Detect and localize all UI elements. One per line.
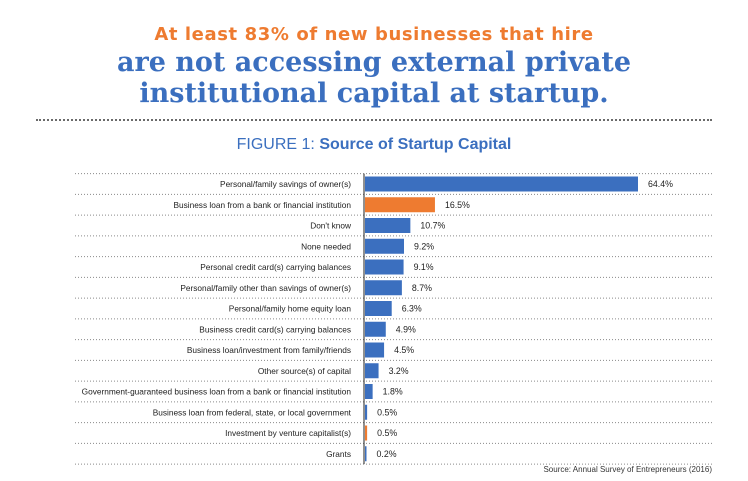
bar [365, 363, 379, 379]
value-label: 9.2% [414, 241, 434, 251]
category-label: Personal/family savings of owner(s) [220, 179, 351, 189]
value-label: 3.2% [389, 366, 409, 376]
category-label: Business loan from a bank or financial i… [173, 200, 351, 210]
figure-name: Source of Startup Capital [319, 136, 512, 153]
category-label: Government-guaranteed business loan from… [82, 387, 352, 397]
bar [365, 342, 385, 358]
bar [365, 301, 392, 316]
value-label: 4.5% [394, 345, 414, 355]
figure-title: FIGURE 1: Source of Startup Capital [0, 136, 748, 154]
category-label: Personal credit card(s) carrying balance… [200, 262, 351, 272]
value-label: 16.5% [445, 200, 470, 210]
value-label: 9.1% [414, 262, 434, 272]
bar [365, 259, 404, 275]
bar [365, 384, 373, 399]
bar [365, 218, 411, 233]
value-label: 64.4% [648, 179, 673, 189]
value-label: 8.7% [412, 283, 432, 293]
bar [365, 446, 367, 462]
headline-line-2: institutional capital at startup. [139, 78, 609, 109]
bar [365, 238, 404, 254]
headline-line-1: are not accessing external private [116, 47, 632, 78]
bar [365, 321, 386, 337]
headline-top: At least 83% of new businesses that hire [154, 24, 594, 45]
value-label: 4.9% [396, 324, 416, 334]
category-label: Other source(s) of capital [258, 366, 351, 376]
category-label: Don't know [310, 221, 352, 231]
source-note: Source: Annual Survey of Entrepreneurs (… [543, 465, 712, 474]
value-label: 6.3% [402, 304, 422, 314]
value-label: 0.5% [377, 407, 397, 417]
bar [365, 425, 368, 441]
value-label: 0.2% [377, 449, 397, 459]
figure-label: FIGURE 1: [236, 136, 315, 153]
headline-main: are not accessing external private insti… [0, 47, 748, 109]
bar [365, 404, 368, 420]
value-label: 10.7% [420, 221, 445, 231]
bar [365, 176, 638, 192]
category-label: None needed [301, 241, 351, 251]
value-label: 0.5% [377, 428, 397, 438]
category-label: Business loan from federal, state, or lo… [153, 407, 352, 417]
category-label: Personal/family other than savings of ow… [180, 283, 351, 293]
category-label: Investment by venture capitalist(s) [225, 428, 351, 438]
headline-divider [36, 119, 712, 121]
category-label: Personal/family home equity loan [229, 304, 352, 314]
bar [365, 280, 402, 296]
bar [365, 197, 435, 213]
category-label: Business credit card(s) carrying balance… [199, 324, 351, 334]
category-label: Business loan/investment from family/fri… [187, 345, 351, 355]
value-label: 1.8% [383, 387, 403, 397]
category-label: Grants [326, 449, 351, 459]
